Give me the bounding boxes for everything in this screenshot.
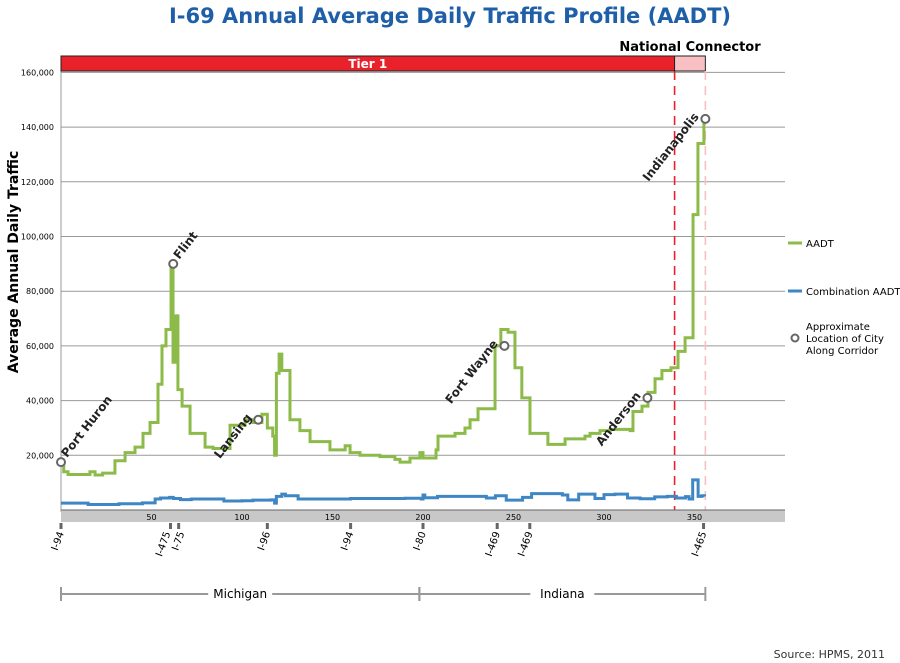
city-marker — [168, 258, 179, 269]
interchange-marker — [169, 523, 173, 529]
aadt-line — [61, 118, 706, 477]
city-marker — [499, 340, 510, 351]
city-label: Indianapolis — [640, 110, 702, 184]
city-marker — [253, 414, 264, 425]
interchange-marker — [528, 523, 532, 529]
tier-bar — [674, 55, 706, 72]
interchange-marker — [702, 523, 706, 529]
y-tick-label: 140,000 — [21, 123, 54, 132]
x-axis-band — [61, 510, 785, 522]
interchange-label: I-469 — [484, 530, 503, 558]
interchange-label: I-75 — [170, 530, 187, 552]
x-tick-label: 250 — [506, 513, 521, 522]
interchange-marker — [177, 523, 181, 529]
interchange-label: I-94 — [50, 530, 67, 552]
interchange-label: I-94 — [339, 530, 356, 552]
state-label: Michigan — [213, 587, 267, 601]
legend-combination-label: Combination AADT — [806, 287, 900, 298]
interchange-label: I-465 — [690, 530, 709, 558]
city-marker — [56, 457, 66, 468]
legend-city-icon — [790, 333, 800, 343]
legend-aadt-label: AADT — [806, 239, 835, 250]
x-tick-label: 300 — [596, 513, 611, 522]
source-note: Source: HPMS, 2011 — [774, 648, 885, 661]
interchange-marker — [59, 523, 63, 529]
y-tick-label: 20,000 — [26, 451, 54, 460]
interchange-marker — [349, 523, 353, 529]
city-label: Lansing — [211, 411, 254, 461]
combination-aadt-line — [61, 478, 706, 507]
y-tick-label: 120,000 — [21, 178, 54, 187]
city-marker — [700, 113, 711, 124]
tier-label: Tier 1 — [348, 57, 387, 71]
state-label-bg — [208, 586, 273, 600]
interchange-marker — [265, 523, 269, 529]
x-tick-label: 350 — [687, 513, 702, 522]
city-label: Flint — [171, 229, 201, 262]
legend-city-label: Approximate Location of City Along Corrido… — [806, 322, 884, 357]
y-tick-label: 60,000 — [26, 342, 54, 351]
y-tick-label: 40,000 — [26, 397, 54, 406]
x-tick-label: 50 — [146, 513, 156, 522]
y-tick-label: 80,000 — [26, 287, 54, 296]
interchange-label: I-96 — [256, 530, 273, 552]
x-tick-label: 200 — [415, 513, 430, 522]
tier-label: National Connector — [619, 40, 761, 55]
y-axis-label: Average Annual Daily Traffic — [6, 151, 22, 374]
interchange-marker — [495, 523, 499, 529]
chart-title: I-69 Annual Average Daily Traffic Profil… — [169, 4, 731, 28]
state-label-bg — [530, 586, 595, 600]
interchange-label: I-469 — [516, 530, 535, 558]
state-label: Indiana — [540, 587, 584, 601]
x-tick-label: 100 — [234, 513, 249, 522]
y-tick-label: 160,000 — [21, 68, 54, 77]
city-label: Anderson — [593, 389, 644, 448]
city-label: Fort Wayne — [442, 337, 500, 406]
interchange-label: I-475 — [154, 530, 173, 558]
interchange-label: I-80 — [412, 530, 429, 552]
x-tick-label: 150 — [325, 513, 340, 522]
city-marker — [642, 392, 653, 403]
interchange-marker — [421, 523, 425, 529]
y-tick-label: 100,000 — [21, 233, 54, 242]
city-label: Port Huron — [58, 393, 115, 460]
